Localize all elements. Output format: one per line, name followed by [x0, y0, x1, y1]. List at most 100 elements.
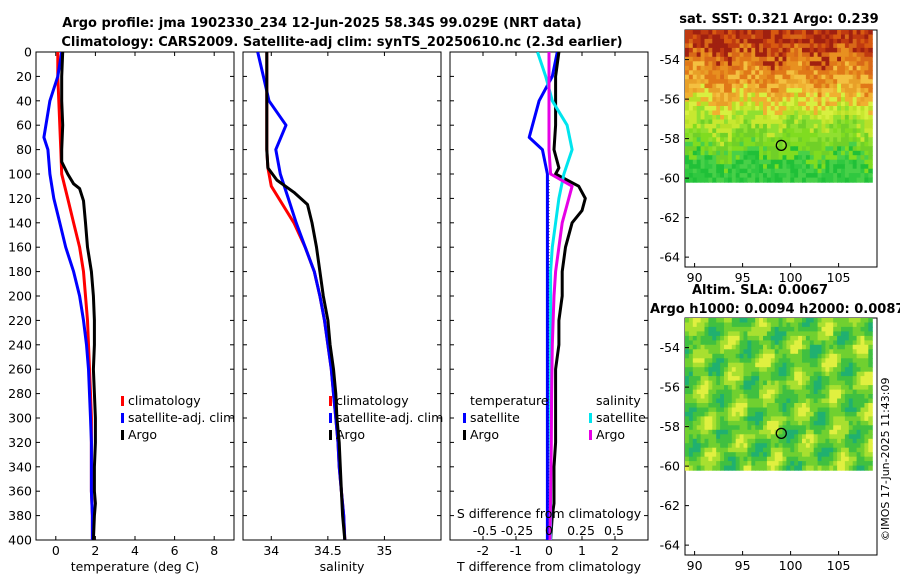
heatmap-cell: [735, 65, 741, 71]
heatmap-cell: [747, 137, 752, 143]
heatmap-cell: [852, 452, 858, 458]
legend-label-sal-satellite: satellite: [596, 410, 646, 425]
heatmap-cell: [747, 443, 752, 449]
heatmap-cell: [755, 438, 760, 444]
heatmap-cell: [864, 416, 869, 422]
heatmap-cell: [833, 128, 838, 134]
heatmap-cell: [696, 115, 702, 121]
heatmap-cell: [798, 344, 803, 350]
heatmap-cell: [720, 132, 725, 138]
heatmap-cell: [731, 83, 737, 89]
heatmap-cell: [731, 123, 737, 129]
heatmap-cell: [837, 407, 842, 413]
heatmap-cell: [759, 52, 764, 58]
heatmap-cell: [782, 56, 787, 62]
heatmap-cell: [790, 362, 795, 368]
heatmap-cell: [864, 456, 869, 462]
heatmap-cell: [829, 115, 834, 121]
heatmap-cell: [802, 335, 807, 341]
difference-plot: [527, 52, 587, 540]
heatmap-cell: [825, 403, 830, 409]
heatmap-cell: [829, 30, 834, 36]
heatmap-cell: [696, 83, 702, 89]
heatmap-cell: [790, 407, 795, 413]
heatmap-cell: [868, 425, 873, 431]
heatmap-cell: [696, 358, 702, 364]
heatmap-cell: [817, 362, 823, 368]
heatmap-cell: [759, 371, 764, 377]
heatmap-cell: [704, 362, 709, 368]
heatmap-cell: [685, 34, 690, 40]
series-line-temperature-argo: [549, 52, 587, 540]
heatmap-cell: [743, 371, 748, 377]
heatmap-cell: [837, 92, 842, 98]
heatmap-cell: [759, 47, 764, 53]
heatmap-cell: [770, 331, 776, 337]
heatmap-cell: [844, 465, 850, 471]
heatmap-cell: [825, 164, 830, 170]
heatmap-cell: [844, 434, 850, 440]
heatmap-cell: [790, 101, 795, 107]
heatmap-cell: [833, 173, 838, 179]
heatmap-cell: [844, 83, 850, 89]
heatmap-cell: [700, 385, 706, 391]
heatmap-cell: [825, 123, 830, 129]
heatmap-cell: [685, 106, 690, 112]
heatmap-cell: [696, 398, 702, 404]
heatmap-cell: [696, 331, 702, 337]
heatmap-cell: [805, 389, 811, 395]
heatmap-cell: [692, 456, 698, 462]
heatmap-cell: [716, 79, 721, 85]
heatmap-cell: [786, 155, 791, 161]
heatmap-cell: [751, 119, 756, 125]
heatmap-cell: [731, 159, 737, 165]
heatmap-cell: [692, 389, 698, 395]
heatmap-cell: [712, 47, 717, 53]
heatmap-cell: [809, 101, 815, 107]
heatmap-cell: [841, 173, 846, 179]
heatmap-cell: [848, 101, 854, 107]
heatmap-cell: [774, 443, 780, 449]
heatmap-cell: [825, 420, 830, 426]
heatmap-cell: [833, 65, 838, 71]
heatmap-cell: [774, 344, 780, 350]
heatmap-cell: [825, 83, 830, 89]
heatmap-cell: [759, 461, 764, 467]
heatmap-cell: [821, 389, 826, 395]
heatmap-cell: [759, 168, 764, 174]
heatmap-cell: [751, 349, 756, 355]
heatmap-cell: [716, 101, 721, 107]
heatmap-cell: [790, 52, 795, 58]
heatmap-cell: [696, 385, 702, 391]
heatmap-cell: [716, 128, 721, 134]
heatmap-cell: [685, 146, 690, 152]
heatmap-cell: [708, 106, 713, 112]
heatmap-cell: [770, 326, 776, 332]
heatmap-cell: [766, 425, 772, 431]
heatmap-cell: [704, 335, 709, 341]
heatmap-cell: [833, 141, 838, 147]
heatmap-cell: [782, 425, 787, 431]
heatmap-cell: [708, 429, 713, 435]
heatmap-cell: [704, 110, 709, 116]
heatmap-cell: [708, 461, 713, 467]
heatmap-cell: [837, 43, 842, 49]
heatmap-cell: [817, 349, 823, 355]
heatmap-cell: [852, 115, 858, 121]
heatmap-cell: [720, 447, 725, 453]
heatmap-cell: [821, 461, 826, 467]
heatmap-cell: [770, 146, 776, 152]
heatmap-cell: [782, 79, 787, 85]
heatmap-cell: [778, 30, 784, 36]
heatmap-cell: [774, 173, 780, 179]
heatmap-cell: [735, 452, 741, 458]
heatmap-cell: [813, 173, 819, 179]
heatmap-cell: [692, 331, 698, 337]
heatmap-cell: [755, 56, 760, 62]
heatmap-cell: [735, 371, 741, 377]
heatmap-cell: [751, 456, 756, 462]
heatmap-cell: [837, 398, 842, 404]
heatmap-cell: [692, 452, 698, 458]
heatmap-cell: [755, 155, 760, 161]
